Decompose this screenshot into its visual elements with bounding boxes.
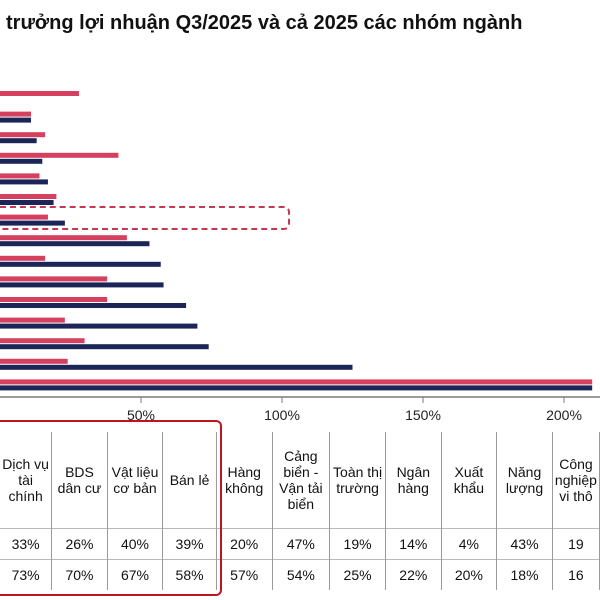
bar-2025 <box>0 261 161 267</box>
sector-table: Dịch vụ tài chính BDS dân cư Vật liệu cơ… <box>0 432 600 590</box>
bar-2025 <box>0 179 48 185</box>
header-cell: BDS dân cư <box>51 432 108 529</box>
bar-q3 <box>0 338 85 344</box>
bar-q3 <box>0 317 65 323</box>
cell-q3: 20% <box>216 528 273 560</box>
bar-2025 <box>0 323 198 329</box>
bar-q3 <box>0 235 127 241</box>
cell-2025: 67% <box>107 559 164 590</box>
chart-title: trưởng lợi nhuận Q3/2025 và cả 2025 các … <box>6 12 523 34</box>
bar-2025 <box>0 303 187 308</box>
bar-q3 <box>0 91 79 96</box>
header-cell: Dịch vụ tài chính <box>0 432 53 529</box>
header-cell: Toàn thị trường <box>329 432 386 529</box>
bar-q3 <box>0 152 119 158</box>
x-tick-label: 200% <box>546 407 582 423</box>
highlight-dashed-box <box>0 206 290 230</box>
cell-q3: 19% <box>329 528 386 560</box>
cell-q3: 33% <box>0 528 53 560</box>
cell-q3: 26% <box>51 528 108 560</box>
x-tick-label: 100% <box>264 407 300 423</box>
bar-q3 <box>0 297 108 302</box>
cell-2025: 57% <box>216 559 273 590</box>
bar-q3 <box>0 194 57 199</box>
cell-2025: 73% <box>0 559 53 590</box>
cell-2025: 25% <box>329 559 386 590</box>
x-tick-label: 150% <box>405 407 441 423</box>
bar-q3 <box>0 358 68 364</box>
bar-q3 <box>0 276 108 282</box>
cell-2025: 16 <box>552 559 600 590</box>
table-header-row: Dịch vụ tài chính BDS dân cư Vật liệu cơ… <box>0 432 600 529</box>
bar-2025 <box>0 200 54 205</box>
bar-q3 <box>0 132 46 138</box>
header-cell: Hàng không <box>216 432 273 529</box>
bar-2025 <box>0 385 593 391</box>
bar-chart: 50% 100% 150% 200% <box>0 91 600 423</box>
cell-q3: 19 <box>552 528 600 560</box>
header-cell: Công nghiệp vi thô <box>552 432 600 529</box>
bar-q3 <box>0 255 46 261</box>
cell-2025: 54% <box>272 559 331 590</box>
bar-q3 <box>0 214 48 220</box>
table-row-2025: 73% 70% 67% 58% 57% 54% 25% 22% 20% 18% … <box>0 559 600 590</box>
bar-2025 <box>0 344 209 350</box>
header-cell: Vật liệu cơ bản <box>107 432 164 529</box>
cell-q3: 43% <box>496 528 553 560</box>
header-cell: Xuất khẩu <box>441 432 498 529</box>
cell-q3: 14% <box>385 528 442 560</box>
header-cell: Cảng biển - Vận tải biển <box>272 432 331 529</box>
cell-2025: 20% <box>441 559 498 590</box>
bar-2025 <box>0 241 150 247</box>
cell-q3: 40% <box>107 528 164 560</box>
header-cell: Bán lẻ <box>162 432 217 529</box>
cell-2025: 18% <box>496 559 553 590</box>
cell-2025: 70% <box>51 559 108 590</box>
x-tick-label: 50% <box>127 407 155 423</box>
bar-2025 <box>0 117 32 123</box>
header-cell: Năng lượng <box>496 432 553 529</box>
bar-q3 <box>0 111 32 117</box>
bar-q3 <box>0 379 593 385</box>
bar-2025 <box>0 220 65 226</box>
bar-2025 <box>0 158 43 164</box>
cell-q3: 4% <box>441 528 498 560</box>
header-cell: Ngân hàng <box>385 432 442 529</box>
table-row-q3: 33% 26% 40% 39% 20% 47% 19% 14% 4% 43% 1… <box>0 528 600 560</box>
cell-q3: 47% <box>272 528 331 560</box>
bar-2025 <box>0 282 164 288</box>
bar-q3 <box>0 173 40 179</box>
cell-2025: 22% <box>385 559 442 590</box>
bar-2025 <box>0 364 353 370</box>
bar-2025 <box>0 138 37 144</box>
cell-2025: 58% <box>162 559 217 590</box>
cell-q3: 39% <box>162 528 217 560</box>
